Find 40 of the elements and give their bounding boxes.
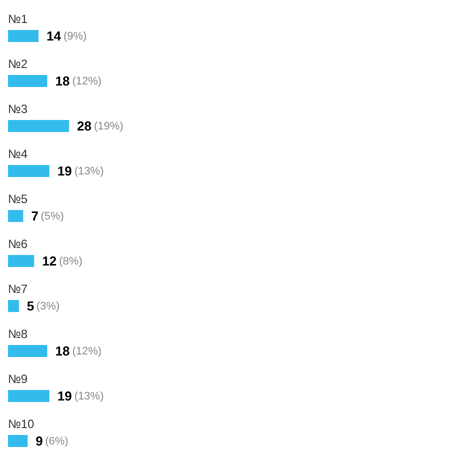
annotation: (9%) <box>64 30 87 42</box>
data-label: 18 <box>55 344 70 358</box>
y-tick-label: №2 <box>8 57 28 71</box>
bar <box>8 345 48 357</box>
bar <box>8 255 34 267</box>
data-label: 12 <box>42 254 57 268</box>
annotation: (13%) <box>74 166 104 178</box>
annotation: (12%) <box>72 346 102 358</box>
y-tick-label: №3 <box>8 102 28 116</box>
data-label: 7 <box>31 208 38 224</box>
data-label: 14 <box>46 28 62 44</box>
y-tick-label: №7 <box>8 282 28 296</box>
bar <box>8 300 19 312</box>
bar <box>8 30 38 42</box>
data-label: 19 <box>57 388 72 404</box>
bar <box>8 210 24 222</box>
data-label: 19 <box>57 164 72 178</box>
annotation: (3%) <box>36 300 60 312</box>
y-tick-label: №5 <box>8 192 28 206</box>
annotation: (19%) <box>94 120 124 132</box>
y-tick-label: №1 <box>8 12 28 26</box>
annotation: (6%) <box>45 436 68 448</box>
y-tick-label: №6 <box>8 237 28 251</box>
annotation: (5%) <box>40 210 64 222</box>
bar <box>8 435 28 447</box>
data-label: 28 <box>77 118 92 134</box>
y-tick-label: №9 <box>8 372 28 386</box>
annotation: (13%) <box>74 390 104 402</box>
bar <box>8 165 50 177</box>
bar <box>8 75 48 87</box>
y-tick-label: №8 <box>8 327 28 341</box>
bar <box>8 120 69 132</box>
annotation: (8%) <box>59 256 82 268</box>
bar <box>8 390 50 402</box>
annotation: (12%) <box>72 76 102 88</box>
y-tick-label: №10 <box>8 417 35 431</box>
data-label: 18 <box>55 74 70 88</box>
data-label: 5 <box>26 298 34 314</box>
y-tick-label: №4 <box>8 147 28 161</box>
data-label: 9 <box>36 434 43 448</box>
